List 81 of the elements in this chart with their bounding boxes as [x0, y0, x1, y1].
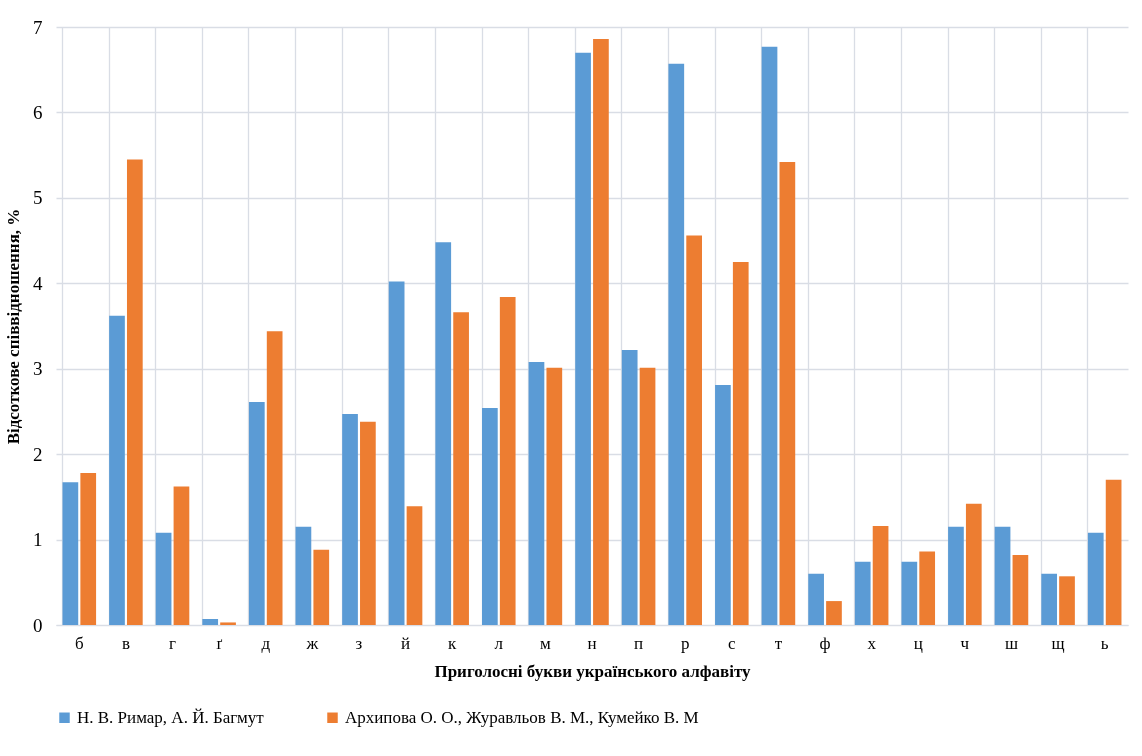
bar	[919, 551, 936, 625]
bar	[593, 38, 609, 625]
bar	[808, 573, 824, 625]
bar	[266, 331, 283, 625]
x-tick-label: д	[261, 633, 271, 653]
x-tick-label: с	[728, 633, 737, 653]
x-tick-label: ж	[305, 633, 319, 653]
x-tick-label: з	[355, 633, 363, 653]
x-tick-label: ф	[819, 633, 831, 653]
bar	[453, 312, 469, 625]
y-tick-label: 4	[33, 272, 43, 294]
bar	[313, 549, 330, 625]
bar	[406, 506, 423, 625]
bar	[901, 561, 918, 625]
bar	[1087, 532, 1104, 625]
x-tick-label: п	[634, 633, 644, 653]
bar	[360, 421, 376, 625]
bar	[62, 482, 79, 625]
y-tick-label: 3	[33, 358, 43, 380]
bar	[965, 503, 982, 625]
bar	[732, 261, 749, 625]
bar	[342, 413, 358, 625]
bar	[80, 472, 97, 625]
y-tick-label: 5	[33, 187, 43, 209]
legend-label: Архипова О. О., Журавльов В. М., Кумейко В. М	[345, 707, 699, 727]
bar	[872, 525, 889, 625]
x-tick-label: н	[587, 633, 597, 653]
bar	[482, 408, 498, 625]
bar	[948, 526, 964, 625]
bar	[575, 52, 591, 625]
bar	[1012, 554, 1029, 625]
x-tick-label: м	[540, 633, 552, 653]
bar	[528, 361, 545, 625]
bar	[639, 367, 656, 625]
y-axis-title: Відсоткове співвідношення, %	[4, 208, 23, 445]
x-tick-label: р	[680, 633, 690, 653]
bar	[668, 63, 685, 625]
bar	[761, 46, 778, 625]
x-tick-label: щ	[1051, 633, 1065, 653]
x-tick-label: в	[121, 633, 130, 653]
x-tick-label: й	[401, 633, 411, 653]
bar	[499, 296, 516, 625]
bar	[1059, 576, 1075, 625]
y-tick-label: 1	[33, 529, 43, 551]
x-tick-label: л	[494, 633, 504, 653]
bar	[1105, 479, 1122, 625]
bar	[202, 619, 219, 625]
x-tick-label: ч	[960, 633, 970, 653]
bar	[388, 281, 405, 625]
bar	[715, 384, 731, 625]
x-tick-label: к	[448, 633, 458, 653]
x-tick-label: х	[867, 633, 877, 653]
bar	[826, 601, 842, 625]
bar	[779, 161, 796, 625]
bar	[994, 526, 1011, 625]
x-tick-label: г	[169, 633, 177, 653]
x-tick-label: ц	[913, 633, 923, 653]
bar	[1041, 573, 1058, 625]
bar	[173, 486, 190, 625]
x-tick-label: ґ	[216, 633, 223, 653]
y-tick-label: 0	[33, 614, 43, 636]
bar	[109, 315, 125, 625]
bar	[546, 367, 563, 625]
bar	[295, 526, 312, 625]
bar	[248, 402, 265, 625]
x-tick-label: б	[74, 633, 84, 653]
bar	[854, 561, 871, 625]
bar	[435, 242, 452, 625]
bar	[126, 159, 143, 625]
x-tick-label: ь	[1100, 633, 1109, 653]
bar	[155, 532, 172, 625]
x-axis-title: Приголосні букви українського алфавіту	[434, 661, 752, 681]
legend-label: Н. В. Римар, А. Й. Багмут	[77, 707, 265, 727]
bar	[686, 235, 702, 625]
bar	[621, 349, 638, 625]
y-tick-label: 6	[33, 101, 43, 123]
y-tick-label: 2	[33, 443, 43, 465]
bar	[220, 622, 236, 625]
x-tick-label: т	[774, 633, 783, 653]
x-tick-label: ш	[1004, 633, 1019, 653]
y-tick-label: 7	[33, 16, 43, 38]
